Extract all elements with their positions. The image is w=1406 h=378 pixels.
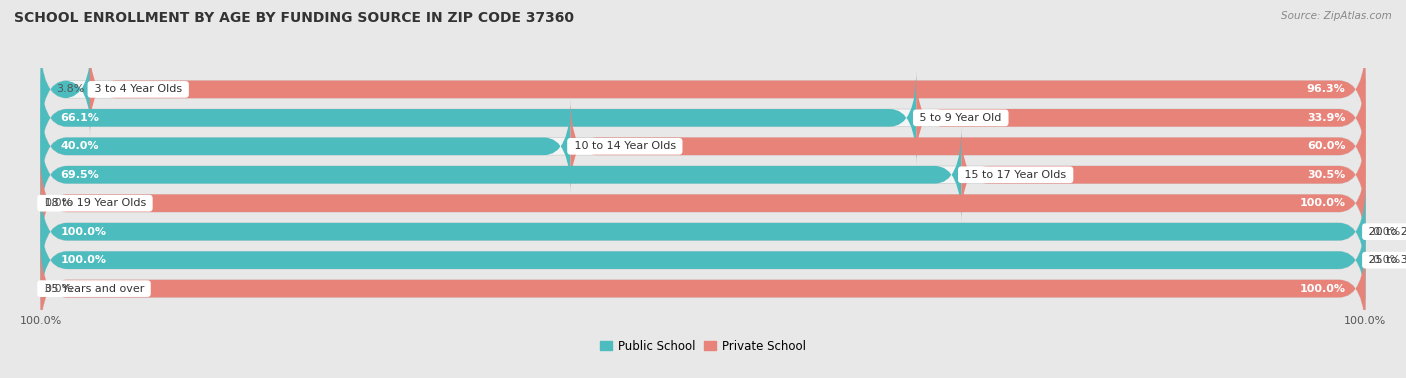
FancyBboxPatch shape <box>41 240 1365 337</box>
FancyBboxPatch shape <box>90 41 1365 138</box>
Text: 60.0%: 60.0% <box>1308 141 1346 151</box>
FancyBboxPatch shape <box>571 98 1365 194</box>
Text: 0.0%: 0.0% <box>1372 255 1400 265</box>
Text: 40.0%: 40.0% <box>60 141 98 151</box>
Text: 100.0%: 100.0% <box>1299 198 1346 208</box>
Text: 0.0%: 0.0% <box>1372 227 1400 237</box>
FancyBboxPatch shape <box>41 41 1365 138</box>
Text: 100.0%: 100.0% <box>1299 284 1346 294</box>
Text: 33.9%: 33.9% <box>1308 113 1346 123</box>
Text: 100.0%: 100.0% <box>60 227 107 237</box>
Text: 25 to 34 Year Olds: 25 to 34 Year Olds <box>1365 255 1406 265</box>
FancyBboxPatch shape <box>41 98 1365 194</box>
FancyBboxPatch shape <box>962 127 1365 223</box>
FancyBboxPatch shape <box>41 127 1365 223</box>
Text: 100.0%: 100.0% <box>60 255 107 265</box>
FancyBboxPatch shape <box>41 212 1365 308</box>
Text: 3.8%: 3.8% <box>56 84 84 94</box>
Text: 30.5%: 30.5% <box>1308 170 1346 180</box>
Text: Source: ZipAtlas.com: Source: ZipAtlas.com <box>1281 11 1392 21</box>
Text: 0.0%: 0.0% <box>45 198 73 208</box>
FancyBboxPatch shape <box>917 70 1365 166</box>
Text: 0.0%: 0.0% <box>45 284 73 294</box>
FancyBboxPatch shape <box>41 70 917 166</box>
FancyBboxPatch shape <box>41 155 1365 251</box>
Text: 10 to 14 Year Olds: 10 to 14 Year Olds <box>571 141 679 151</box>
Text: 96.3%: 96.3% <box>1306 84 1346 94</box>
FancyBboxPatch shape <box>41 70 1365 166</box>
FancyBboxPatch shape <box>41 127 962 223</box>
Text: 18 to 19 Year Olds: 18 to 19 Year Olds <box>41 198 149 208</box>
Text: 66.1%: 66.1% <box>60 113 100 123</box>
Text: SCHOOL ENROLLMENT BY AGE BY FUNDING SOURCE IN ZIP CODE 37360: SCHOOL ENROLLMENT BY AGE BY FUNDING SOUR… <box>14 11 574 25</box>
FancyBboxPatch shape <box>41 155 1365 251</box>
FancyBboxPatch shape <box>41 184 1365 280</box>
Legend: Public School, Private School: Public School, Private School <box>595 335 811 357</box>
Text: 15 to 17 Year Olds: 15 to 17 Year Olds <box>962 170 1070 180</box>
FancyBboxPatch shape <box>41 98 571 194</box>
FancyBboxPatch shape <box>41 240 1365 337</box>
Text: 3 to 4 Year Olds: 3 to 4 Year Olds <box>91 84 186 94</box>
Text: 35 Years and over: 35 Years and over <box>41 284 148 294</box>
FancyBboxPatch shape <box>41 184 1365 280</box>
Text: 20 to 24 Year Olds: 20 to 24 Year Olds <box>1365 227 1406 237</box>
Text: 69.5%: 69.5% <box>60 170 100 180</box>
Text: 5 to 9 Year Old: 5 to 9 Year Old <box>917 113 1005 123</box>
FancyBboxPatch shape <box>41 212 1365 308</box>
FancyBboxPatch shape <box>41 41 91 138</box>
